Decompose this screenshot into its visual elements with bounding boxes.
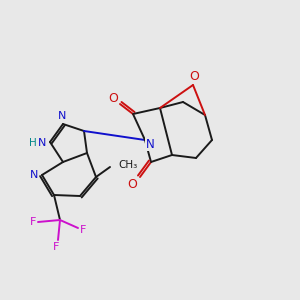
- Text: N: N: [58, 111, 66, 121]
- Text: CH₃: CH₃: [118, 160, 137, 170]
- Text: N: N: [146, 137, 154, 151]
- Text: F: F: [80, 225, 86, 235]
- Text: N: N: [30, 170, 38, 180]
- Text: O: O: [189, 70, 199, 83]
- Text: O: O: [108, 92, 118, 106]
- Text: F: F: [30, 217, 36, 227]
- Text: F: F: [53, 242, 59, 252]
- Text: N: N: [38, 138, 46, 148]
- Text: O: O: [127, 178, 137, 190]
- Text: H: H: [29, 138, 37, 148]
